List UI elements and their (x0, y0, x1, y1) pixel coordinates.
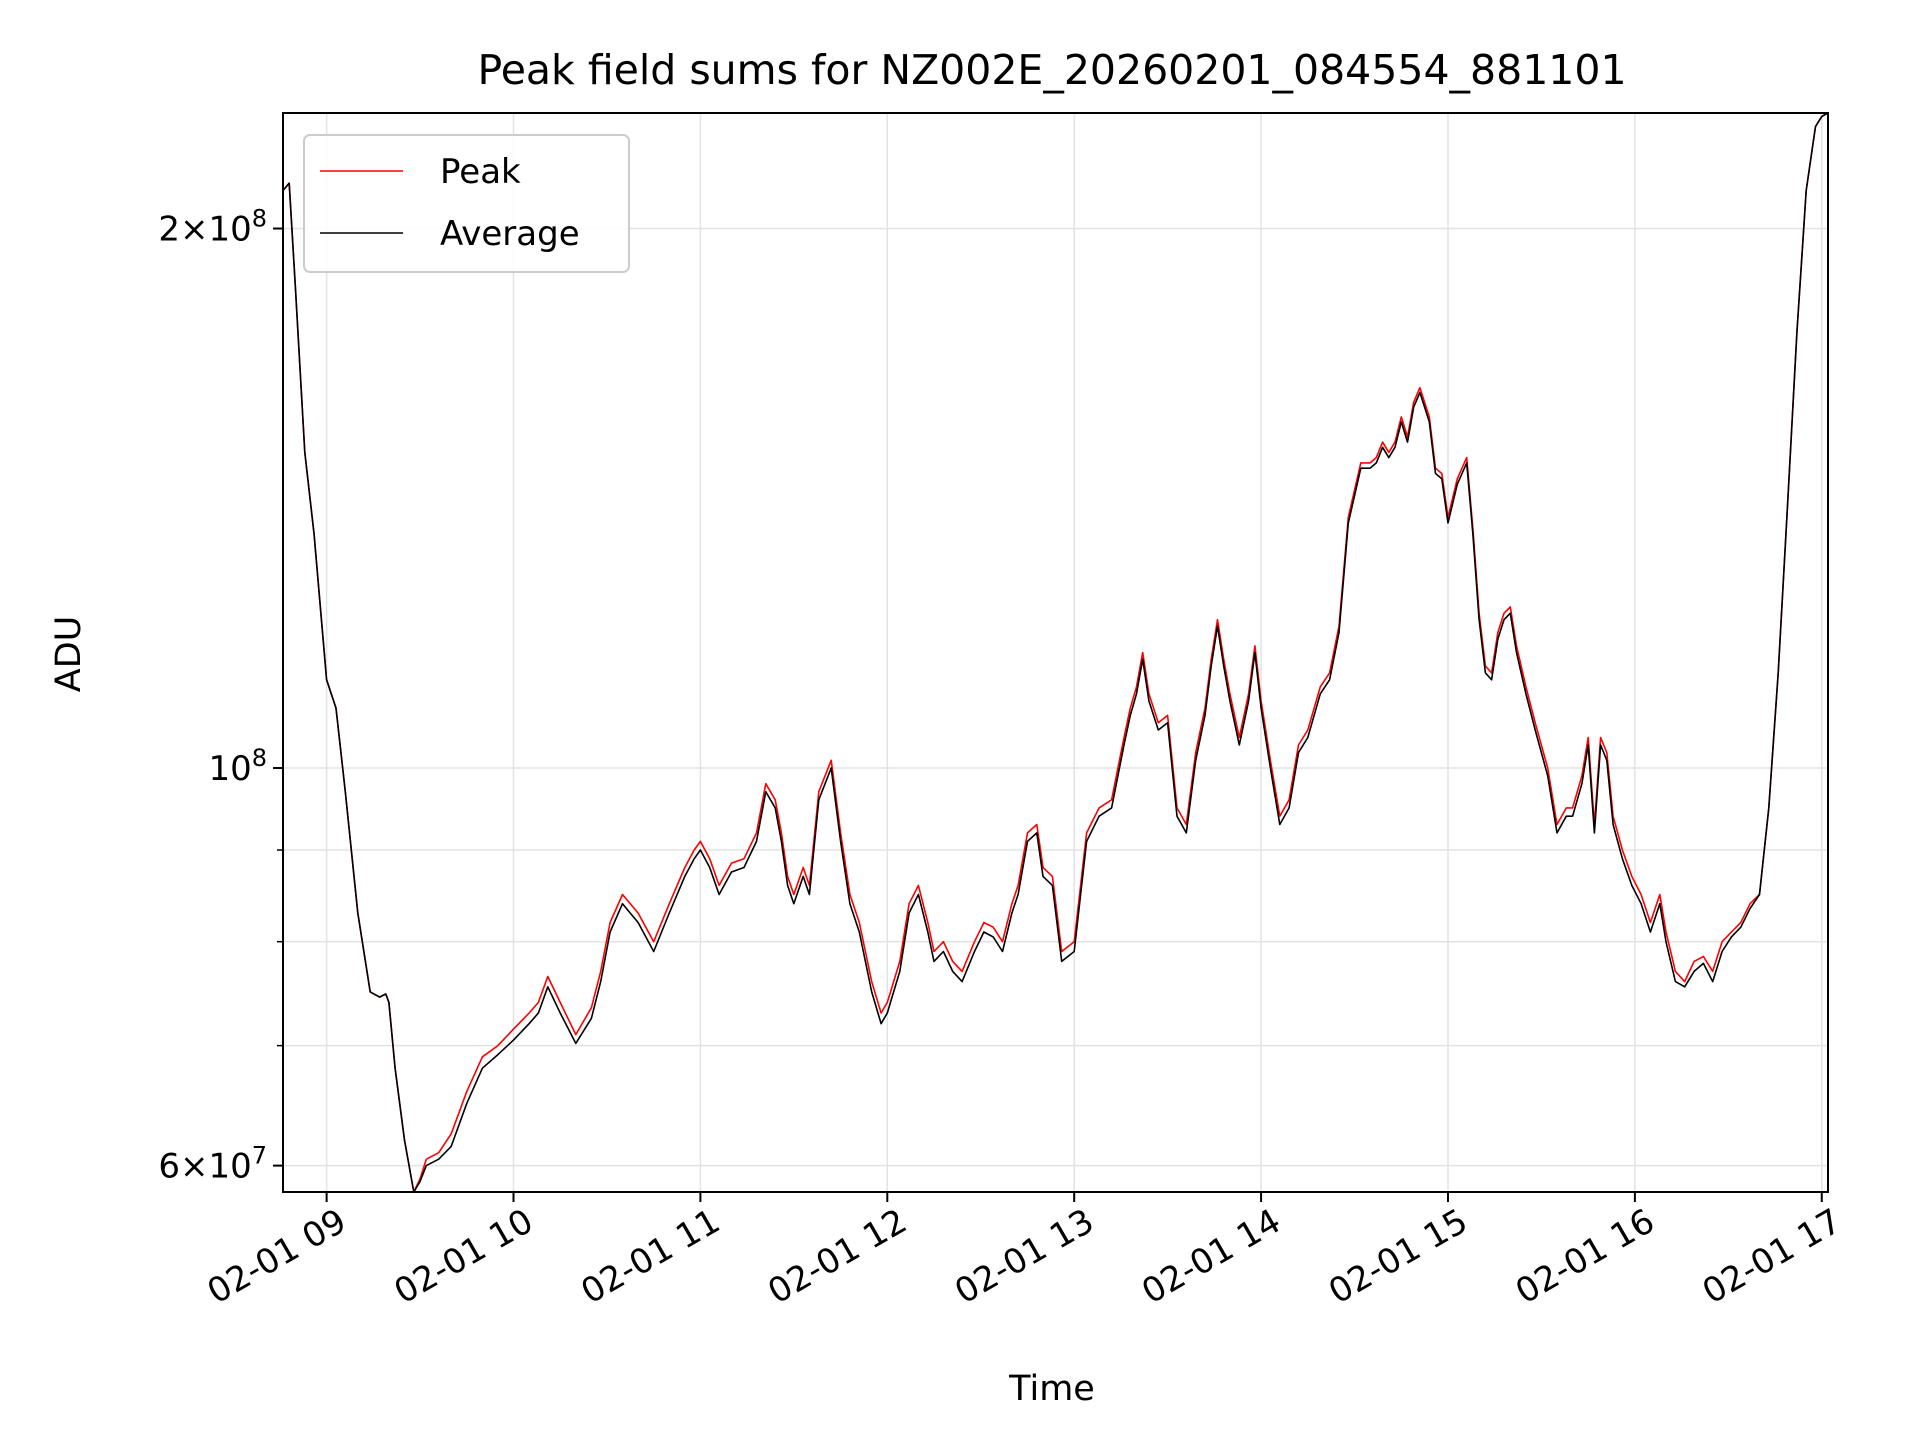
x-tick-label: 02-01 10 (388, 1201, 540, 1312)
y-tick-label: 6×107 (158, 1142, 267, 1187)
plot-frame (282, 112, 1829, 1193)
x-axis-ticks: 02-01 09 02-01 10 02-01 11 02-01 12 02-01 13… (201, 1192, 1848, 1312)
series-lines (282, 112, 1829, 1193)
legend-peak-label: Peak (440, 152, 521, 192)
y-axis-ticks: 6×107 108 2×108 (158, 205, 283, 1187)
x-tick-label: 02-01 17 (1696, 1201, 1848, 1312)
x-tick-label: 02-01 09 (201, 1201, 353, 1312)
y-axis-label: ADU (49, 616, 89, 693)
y-tick-label: 108 (208, 744, 267, 789)
legend-box (303, 134, 630, 273)
chart-title: Peak field sums for NZ002E_20260201_0845… (477, 46, 1626, 94)
x-tick-label: 02-01 12 (761, 1201, 913, 1312)
x-tick-label: 02-01 15 (1322, 1201, 1474, 1312)
series-line-average (282, 112, 1829, 1193)
x-tick-label: 02-01 14 (1135, 1201, 1287, 1312)
x-axis-label: Time (1008, 1369, 1095, 1409)
grid-lines (283, 113, 1828, 1192)
series-line-peak (282, 112, 1829, 1193)
legend-average-label: Average (440, 214, 580, 254)
x-tick-label: 02-01 16 (1509, 1201, 1661, 1312)
legend: Peak Average (303, 134, 630, 273)
y-tick-label: 2×108 (158, 205, 267, 250)
x-tick-label: 02-01 13 (948, 1201, 1100, 1312)
x-tick-label: 02-01 11 (575, 1201, 727, 1312)
